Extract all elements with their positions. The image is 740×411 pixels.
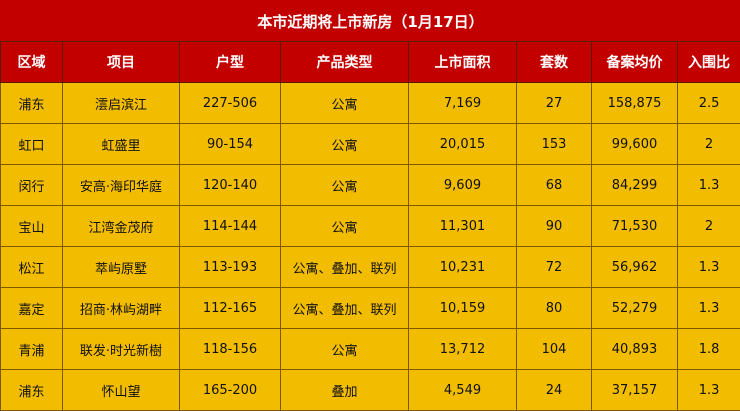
- cell-entry-ratio: 1.3: [678, 165, 740, 206]
- column-header-product-type: 产品类型: [281, 42, 409, 83]
- cell-avg-price: 71,530: [592, 206, 678, 247]
- cell-unit-count: 24: [517, 370, 592, 411]
- cell-avg-price: 84,299: [592, 165, 678, 206]
- column-header-avg-price: 备案均价: [592, 42, 678, 83]
- header-row: 区域项目户型产品类型上市面积套数备案均价入围比: [1, 42, 740, 83]
- cell-project: 招商·林屿湖畔: [63, 288, 180, 329]
- column-header-unit-count: 套数: [517, 42, 592, 83]
- cell-unit-size: 120-140: [180, 165, 281, 206]
- cell-entry-ratio: 1.3: [678, 247, 740, 288]
- cell-unit-size: 227-506: [180, 83, 281, 124]
- cell-product-type: 公寓: [281, 329, 409, 370]
- cell-district: 浦东: [1, 370, 63, 411]
- column-header-district: 区域: [1, 42, 63, 83]
- cell-listed-area: 20,015: [409, 124, 517, 165]
- cell-unit-size: 113-193: [180, 247, 281, 288]
- cell-unit-count: 72: [517, 247, 592, 288]
- cell-unit-count: 153: [517, 124, 592, 165]
- cell-district: 虹口: [1, 124, 63, 165]
- cell-entry-ratio: 1.3: [678, 370, 740, 411]
- cell-listed-area: 10,231: [409, 247, 517, 288]
- cell-listed-area: 7,169: [409, 83, 517, 124]
- cell-district: 宝山: [1, 206, 63, 247]
- cell-unit-size: 118-156: [180, 329, 281, 370]
- cell-avg-price: 52,279: [592, 288, 678, 329]
- cell-avg-price: 40,893: [592, 329, 678, 370]
- cell-product-type: 叠加: [281, 370, 409, 411]
- cell-listed-area: 11,301: [409, 206, 517, 247]
- cell-listed-area: 9,609: [409, 165, 517, 206]
- cell-unit-size: 112-165: [180, 288, 281, 329]
- cell-entry-ratio: 1.3: [678, 288, 740, 329]
- cell-avg-price: 99,600: [592, 124, 678, 165]
- cell-product-type: 公寓: [281, 124, 409, 165]
- cell-entry-ratio: 2.5: [678, 83, 740, 124]
- cell-unit-size: 114-144: [180, 206, 281, 247]
- cell-project: 安高·海印华庭: [63, 165, 180, 206]
- column-header-entry-ratio: 入围比: [678, 42, 740, 83]
- cell-project: 虹盛里: [63, 124, 180, 165]
- cell-avg-price: 37,157: [592, 370, 678, 411]
- cell-unit-count: 27: [517, 83, 592, 124]
- cell-district: 青浦: [1, 329, 63, 370]
- cell-entry-ratio: 2: [678, 206, 740, 247]
- cell-unit-count: 104: [517, 329, 592, 370]
- column-header-listed-area: 上市面积: [409, 42, 517, 83]
- cell-unit-size: 165-200: [180, 370, 281, 411]
- cell-unit-count: 68: [517, 165, 592, 206]
- cell-unit-size: 90-154: [180, 124, 281, 165]
- cell-entry-ratio: 2: [678, 124, 740, 165]
- cell-unit-count: 80: [517, 288, 592, 329]
- cell-unit-count: 90: [517, 206, 592, 247]
- cell-avg-price: 158,875: [592, 83, 678, 124]
- cell-product-type: 公寓: [281, 206, 409, 247]
- column-header-project: 项目: [63, 42, 180, 83]
- cell-project: 澐启滨江: [63, 83, 180, 124]
- cell-district: 闵行: [1, 165, 63, 206]
- cell-entry-ratio: 1.8: [678, 329, 740, 370]
- cell-listed-area: 13,712: [409, 329, 517, 370]
- cell-district: 松江: [1, 247, 63, 288]
- cell-product-type: 公寓、叠加、联列: [281, 288, 409, 329]
- cell-project: 怀山望: [63, 370, 180, 411]
- cell-product-type: 公寓: [281, 165, 409, 206]
- cell-district: 嘉定: [1, 288, 63, 329]
- cell-project: 联发·时光新樹: [63, 329, 180, 370]
- cell-project: 萃屿原墅: [63, 247, 180, 288]
- cell-product-type: 公寓: [281, 83, 409, 124]
- table-title: 本市近期将上市新房（1月17日）: [1, 1, 740, 42]
- cell-listed-area: 10,159: [409, 288, 517, 329]
- cell-avg-price: 56,962: [592, 247, 678, 288]
- cell-project: 江湾金茂府: [63, 206, 180, 247]
- cell-district: 浦东: [1, 83, 63, 124]
- cell-listed-area: 4,549: [409, 370, 517, 411]
- column-header-unit-size: 户型: [180, 42, 281, 83]
- cell-product-type: 公寓、叠加、联列: [281, 247, 409, 288]
